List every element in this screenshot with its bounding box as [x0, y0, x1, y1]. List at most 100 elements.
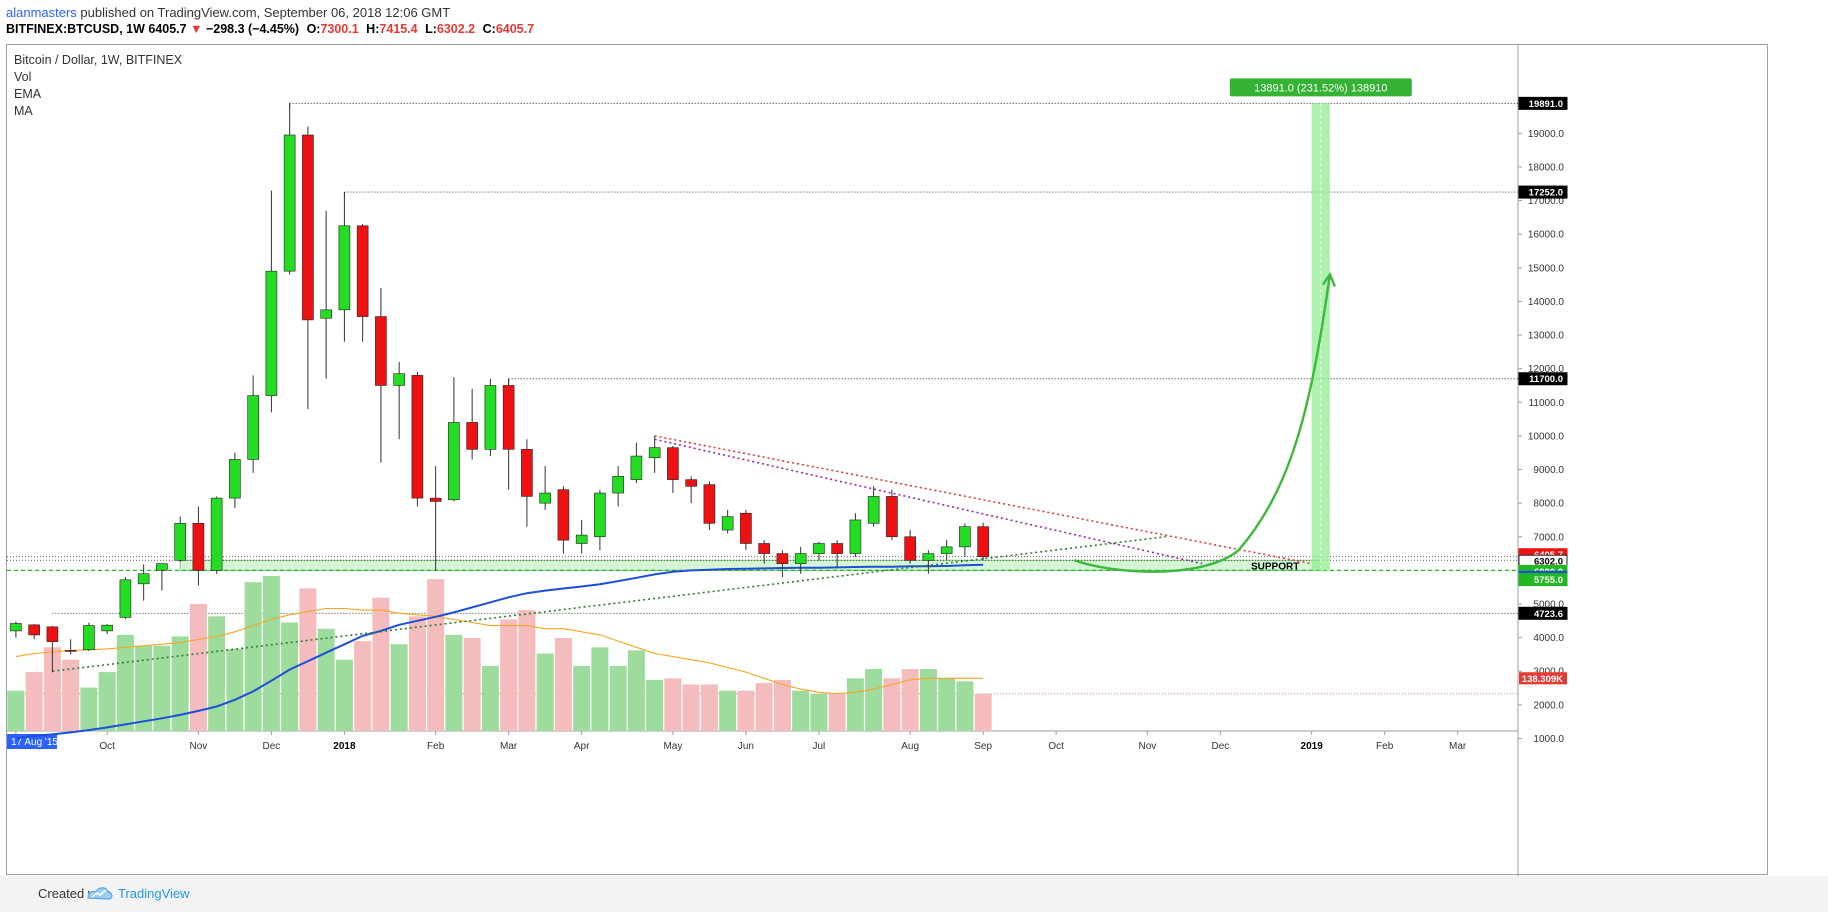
y-tick-label: 14000.0: [1528, 297, 1565, 308]
candle-body: [484, 385, 497, 450]
level-price-label-bg: [1518, 606, 1568, 620]
legend-title: Bitcoin / Dollar, 1W, BITFINEX: [14, 53, 183, 67]
volume-bar: [481, 665, 499, 731]
level-price-label-bg: [1518, 185, 1568, 199]
candle-body: [648, 447, 661, 459]
x-tick-label: Oct: [99, 741, 115, 752]
volume-bar: [755, 682, 773, 731]
x-tick-label: Dec: [1212, 741, 1230, 752]
candle-body: [502, 385, 515, 450]
price-chart[interactable]: 1000.02000.03000.04000.05000.06000.07000…: [7, 45, 1769, 876]
y-tick-label: 10000.0: [1528, 431, 1565, 442]
volume-bar: [700, 684, 718, 731]
candle-body: [46, 626, 59, 642]
volume-bar: [627, 650, 645, 731]
candle-body: [119, 579, 132, 618]
purple-resistance-trendline: [654, 438, 1203, 565]
candle-body: [375, 316, 387, 386]
volume-bar: [500, 619, 518, 731]
high-value: 7415.4: [379, 22, 418, 36]
volume-bar: [153, 645, 171, 731]
x-tick-label: Jul: [813, 741, 826, 752]
x-tick-label: May: [663, 741, 682, 752]
y-tick-label: 7000.0: [1533, 532, 1564, 543]
projection-label-bg: [1229, 78, 1412, 97]
candle-body: [356, 225, 369, 317]
volume-bar: [737, 690, 755, 731]
y-tick-label: 18000.0: [1528, 162, 1565, 173]
volume-bar: [536, 653, 554, 731]
volume-bar: [408, 616, 426, 731]
y-tick-label: 19000.0: [1528, 129, 1565, 140]
down-arrow-icon: ▼: [190, 22, 203, 36]
volume-bar: [43, 647, 61, 731]
legend-item-vol[interactable]: Vol: [14, 70, 32, 84]
volume-bar: [792, 690, 810, 731]
volume-bar: [810, 693, 828, 731]
volume-bar: [317, 628, 335, 731]
candle-body: [192, 523, 205, 571]
candle-body: [156, 563, 168, 571]
volume-bar: [609, 665, 627, 731]
x-tick-label: 17 Aug '15: [11, 737, 58, 748]
volume-bar: [427, 579, 445, 731]
y-tick-label: 3000.0: [1533, 667, 1564, 678]
volume-bar: [390, 644, 408, 731]
author-link[interactable]: alanmasters: [6, 5, 77, 20]
candle-body: [64, 650, 77, 652]
low-value: 6302.2: [436, 22, 476, 36]
symbol-label: BITFINEX:BTCUSD, 1W: [6, 22, 145, 36]
candle-body: [521, 449, 533, 497]
volume-bar: [98, 672, 116, 731]
candle-body: [265, 270, 278, 396]
y-tick-label: 12000.0: [1528, 364, 1565, 375]
candle-body: [137, 573, 150, 585]
volume-bar: [244, 582, 262, 731]
level-price-label: 17252.0: [1529, 188, 1563, 199]
legend-item-ema[interactable]: EMA: [14, 87, 42, 101]
projected-arrowhead: [1321, 272, 1337, 287]
publish-text: published on TradingView.com, September …: [76, 5, 451, 20]
volume-bar: [646, 679, 664, 731]
candle-body: [247, 395, 259, 460]
price-change: −298.3 (−4.45%): [205, 22, 300, 36]
chart-container[interactable]: 1000.02000.03000.04000.05000.06000.07000…: [6, 44, 1769, 876]
projection-label: 13891.0 (231.52%) 138910: [1254, 82, 1387, 94]
candle-body: [594, 492, 606, 538]
tradingview-link[interactable]: TradingView: [118, 886, 190, 901]
volume-bar: [591, 647, 609, 731]
candle-body: [539, 492, 551, 504]
candle-body: [575, 534, 588, 544]
volume-price-label: 138.309K: [1522, 674, 1563, 685]
volume-bar: [25, 672, 43, 731]
volume-bar: [171, 636, 189, 731]
y-tick-label: 8000.0: [1533, 499, 1564, 510]
candle-body: [393, 373, 405, 386]
volume-bar: [719, 690, 737, 731]
y-tick-label: 13000.0: [1528, 331, 1565, 342]
y-tick-label: 5000.0: [1533, 600, 1564, 611]
volume-bar: [208, 616, 226, 731]
volume-bar: [7, 690, 25, 731]
tradingview-logo-icon[interactable]: [86, 882, 114, 904]
volume-bar: [463, 638, 481, 731]
x-tick-label: Nov: [190, 741, 208, 752]
x-tick-label: Nov: [1139, 741, 1157, 752]
candle-body: [229, 459, 241, 499]
volume-bar: [135, 645, 153, 731]
x-tick-label: Mar: [500, 741, 518, 752]
volume-bar: [573, 665, 591, 731]
candle-body: [721, 516, 734, 531]
candle-body: [703, 484, 716, 524]
volume-bar: [901, 669, 919, 731]
volume-bar: [865, 669, 883, 731]
x-tick-label: 2018: [333, 741, 356, 752]
candle-body: [831, 543, 843, 554]
close-value: 6405.7: [495, 22, 535, 36]
legend-item-ma[interactable]: MA: [14, 104, 33, 118]
candle-body: [740, 512, 752, 544]
candle-body: [10, 623, 22, 632]
y-tick-label: 4000.0: [1533, 633, 1564, 644]
ohlc-line: BITFINEX:BTCUSD, 1W 6405.7 ▼ −298.3 (−4.…: [6, 22, 534, 36]
volume-bar: [974, 693, 992, 731]
